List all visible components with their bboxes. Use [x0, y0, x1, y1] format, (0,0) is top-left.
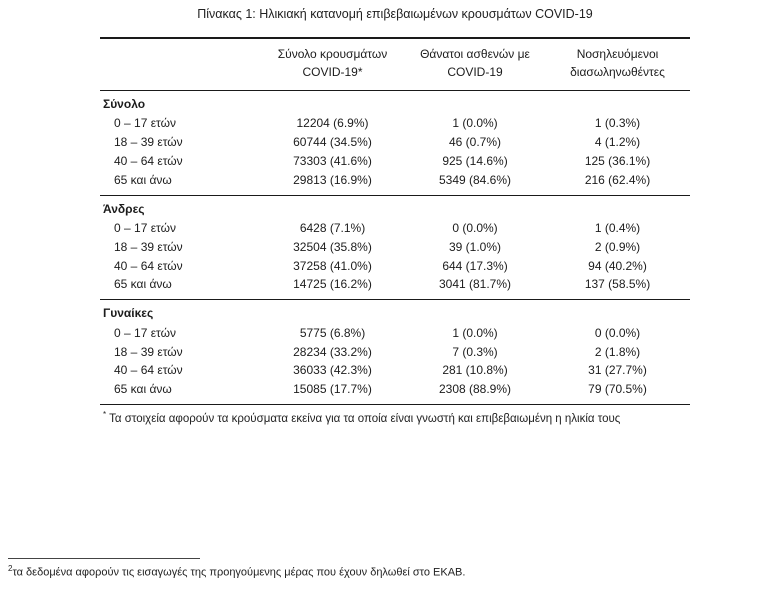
value-cell: 5775 (6.8%)	[299, 325, 366, 340]
value-cell: 79 (70.5%)	[588, 382, 647, 397]
intubated-header-line2: διασωληνωθέντες	[570, 65, 665, 79]
age-group-cell: 40 – 64 ετών	[114, 363, 183, 378]
table-row: 40 – 64 ετών 73303 (41.6%) 925 (14.6%) 125 …	[100, 152, 690, 171]
value-cell: 216 (62.4%)	[584, 172, 651, 187]
age-group-cell: 65 και άνω	[114, 382, 172, 397]
covid-age-distribution-table: Σύνολο κρουσμάτων COVID-19* Θάνατοι ασθε…	[100, 37, 690, 406]
table-footnote-text: Τα στοιχεία αφορούν τα κρούσματα εκείνα …	[109, 413, 621, 426]
value-cell: 36033 (42.3%)	[293, 363, 372, 378]
value-cell: 39 (1.0%)	[448, 239, 502, 254]
section-header-row: Σύνολο	[100, 91, 690, 115]
age-column-header	[100, 38, 260, 91]
value-cell: 12204 (6.9%)	[296, 116, 369, 131]
value-cell: 46 (0.7%)	[448, 135, 502, 150]
age-group-cell: 65 και άνω	[114, 172, 172, 187]
table-header: Σύνολο κρουσμάτων COVID-19* Θάνατοι ασθε…	[100, 38, 690, 91]
table-row: 0 – 17 ετών 12204 (6.9%) 1 (0.0%) 1 (0.3%)	[100, 114, 690, 133]
value-cell: 29813 (16.9%)	[293, 172, 372, 187]
value-cell: 125 (36.1%)	[584, 153, 651, 168]
table-row: 18 – 39 ετών 28234 (33.2%) 7 (0.3%) 2 (1.8%…	[100, 342, 690, 361]
value-cell: 925 (14.6%)	[442, 153, 508, 168]
value-cell: 1 (0.0%)	[452, 116, 498, 131]
section-label: Σύνολο	[103, 97, 146, 111]
page-footnote-text: τα δεδομένα αφορούν τις εισαγωγές της πρ…	[12, 566, 466, 579]
table-container: Πίνακας 1: Ηλικιακή κατανομή επιβεβαιωμέ…	[100, 7, 690, 425]
footnote-separator-rule	[8, 558, 200, 559]
deaths-header-line2: COVID-19	[447, 65, 503, 79]
value-cell: 3041 (81.7%)	[438, 277, 512, 292]
value-cell: 6428 (7.1%)	[299, 221, 366, 236]
value-cell: 281 (10.8%)	[442, 363, 508, 378]
age-group-cell: 0 – 17 ετών	[114, 325, 176, 340]
age-group-cell: 0 – 17 ετών	[114, 221, 176, 236]
table-row: 40 – 64 ετών 36033 (42.3%) 281 (10.8%) 31 (…	[100, 361, 690, 380]
value-cell: 137 (58.5%)	[584, 277, 651, 292]
value-cell: 644 (17.3%)	[442, 258, 508, 273]
table-footnote: * Τα στοιχεία αφορούν τα κρούσματα εκείν…	[100, 405, 690, 425]
cases-header-line2: COVID-19*	[302, 65, 363, 79]
table-row: 65 και άνω 29813 (16.9%) 5349 (84.6%) 216 (…	[100, 170, 690, 195]
value-cell: 1 (0.4%)	[594, 221, 641, 236]
deaths-column-header: Θάνατοι ασθενών με COVID-19	[405, 38, 545, 91]
table-row: 0 – 17 ετών 5775 (6.8%) 1 (0.0%) 0 (0.0%)	[100, 323, 690, 342]
table-body: Σύνολο 0 – 17 ετών 12204 (6.9%) 1 (0.0%) 1 (…	[100, 91, 690, 405]
table-row: 18 – 39 ετών 60744 (34.5%) 46 (0.7%) 4 (1.2…	[100, 133, 690, 152]
age-group-cell: 0 – 17 ετών	[114, 116, 176, 131]
value-cell: 7 (0.3%)	[452, 344, 498, 359]
value-cell: 94 (40.2%)	[588, 258, 647, 273]
value-cell: 2 (0.9%)	[594, 239, 641, 254]
section-header-row: Γυναίκες	[100, 299, 690, 324]
table-row: 65 και άνω 15085 (17.7%) 2308 (88.9%) 79 (7…	[100, 380, 690, 405]
age-group-cell: 18 – 39 ετών	[114, 239, 183, 254]
value-cell: 5349 (84.6%)	[438, 172, 512, 187]
value-cell: 14725 (16.2%)	[293, 277, 372, 292]
deaths-header-line1: Θάνατοι ασθενών με	[420, 47, 530, 61]
age-group-cell: 40 – 64 ετών	[114, 258, 183, 273]
value-cell: 1 (0.3%)	[594, 116, 641, 131]
age-group-cell: 18 – 39 ετών	[114, 135, 183, 150]
table-title: Πίνακας 1: Ηλικιακή κατανομή επιβεβαιωμέ…	[197, 7, 593, 21]
value-cell: 28234 (33.2%)	[293, 344, 372, 359]
cases-column-header: Σύνολο κρουσμάτων COVID-19*	[260, 38, 405, 91]
intubated-column-header: Νοσηλευόμενοι διασωληνωθέντες	[545, 38, 690, 91]
table-header-row: Σύνολο κρουσμάτων COVID-19* Θάνατοι ασθε…	[100, 38, 690, 91]
value-cell: 0 (0.0%)	[594, 325, 641, 340]
page-footnote-marker: 2	[8, 564, 13, 573]
value-cell: 32504 (35.8%)	[293, 239, 372, 254]
age-group-cell: 65 και άνω	[114, 277, 172, 292]
value-cell: 37258 (41.0%)	[293, 258, 372, 273]
table-footnote-marker: *	[103, 410, 107, 420]
table-row: 0 – 17 ετών 6428 (7.1%) 0 (0.0%) 1 (0.4%)	[100, 219, 690, 238]
section-header-row: Άνδρες	[100, 194, 690, 219]
value-cell: 2 (1.8%)	[594, 344, 641, 359]
intubated-header-line1: Νοσηλευόμενοι	[576, 47, 659, 61]
value-cell: 60744 (34.5%)	[293, 135, 372, 150]
age-group-cell: 40 – 64 ετών	[114, 153, 183, 168]
value-cell: 4 (1.2%)	[594, 135, 641, 150]
table-row: 40 – 64 ετών 37258 (41.0%) 644 (17.3%) 94 (…	[100, 256, 690, 275]
value-cell: 1 (0.0%)	[452, 325, 498, 340]
value-cell: 2308 (88.9%)	[438, 382, 512, 397]
page-footnote: 2τα δεδομένα αφορούν τις εισαγωγές της π…	[8, 558, 465, 579]
cases-header-line1: Σύνολο κρουσμάτων	[277, 47, 388, 61]
value-cell: 15085 (17.7%)	[293, 382, 372, 397]
table-row: 18 – 39 ετών 32504 (35.8%) 39 (1.0%) 2 (0.9…	[100, 238, 690, 257]
value-cell: 31 (27.7%)	[588, 363, 647, 378]
value-cell: 0 (0.0%)	[452, 221, 498, 236]
value-cell: 73303 (41.6%)	[293, 153, 372, 168]
age-group-cell: 18 – 39 ετών	[114, 344, 183, 359]
section-label: Γυναίκες	[100, 299, 690, 324]
section-label: Άνδρες	[100, 194, 690, 219]
table-row: 65 και άνω 14725 (16.2%) 3041 (81.7%) 137 (…	[100, 275, 690, 300]
